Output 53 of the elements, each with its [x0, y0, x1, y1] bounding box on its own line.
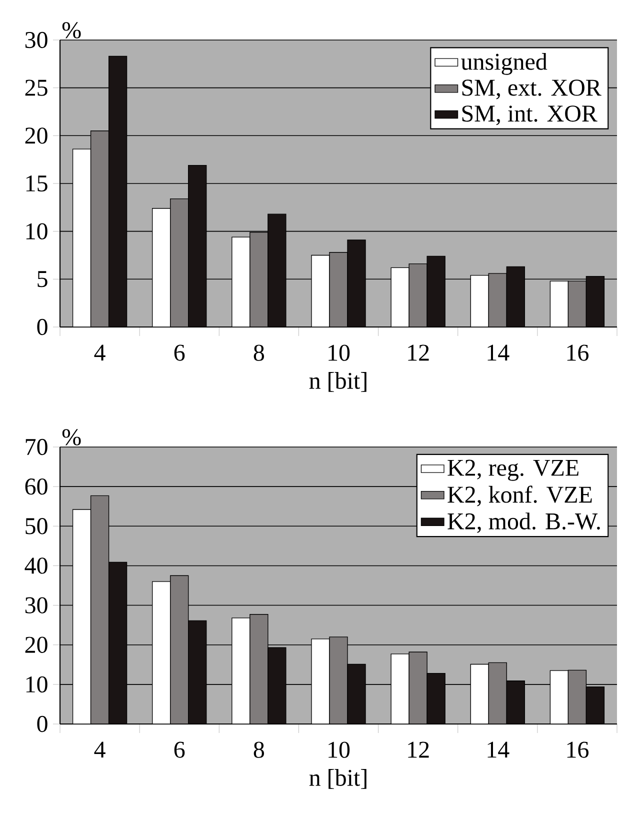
x-tick-label: 16 — [567, 344, 588, 361]
legend-label: SM, int. XOR — [462, 106, 598, 126]
y-tick-label: 10 — [26, 223, 48, 240]
x-tick-label: 6 — [174, 742, 185, 758]
y-tick-label: 20 — [25, 636, 48, 653]
bar — [586, 686, 605, 724]
legend-label: K2, reg. VZE — [448, 460, 578, 481]
bar — [506, 680, 525, 724]
x-tick-label: 12 — [408, 344, 429, 361]
y-tick-label: 0 — [37, 716, 48, 732]
x-tick-label: 14 — [488, 344, 510, 361]
bar — [108, 562, 128, 724]
x-axis-title: n [bit] — [309, 769, 366, 789]
y-axis-title: % — [62, 22, 81, 38]
bar — [426, 256, 446, 327]
y-tick-label: 30 — [25, 597, 48, 614]
y-tick-label: 20 — [25, 128, 48, 144]
legend-label: unsigned — [461, 53, 548, 75]
x-tick-label: 6 — [174, 344, 185, 361]
y-tick-label: 5 — [38, 271, 48, 288]
y-tick-label: 60 — [25, 478, 48, 495]
x-tick-label: 16 — [567, 742, 588, 758]
bar — [188, 164, 207, 327]
x-tick-label: 4 — [94, 742, 106, 758]
bar — [268, 214, 286, 327]
bar — [426, 673, 446, 724]
x-tick-label: 4 — [94, 344, 106, 360]
y-axis-title: % — [62, 429, 81, 446]
x-tick-label: 10 — [328, 344, 350, 361]
x-tick-label: 8 — [254, 344, 264, 361]
y-tick-label: 30 — [25, 32, 48, 48]
bar — [506, 266, 525, 327]
y-tick-label: 40 — [24, 558, 48, 574]
legend-label: SM, ext. XOR — [462, 80, 602, 100]
y-tick-label: 15 — [26, 175, 48, 192]
x-tick-label: 10 — [328, 742, 350, 758]
y-tick-label: 0 — [37, 318, 48, 336]
legend-label: K2, konf. VZE — [448, 486, 592, 506]
bar — [268, 647, 286, 724]
y-tick-label: 50 — [26, 518, 48, 534]
bar — [108, 56, 128, 327]
bar — [586, 276, 605, 327]
y-tick-label: 70 — [26, 438, 48, 456]
y-tick-label: 25 — [25, 80, 48, 96]
bar — [347, 240, 366, 327]
bar — [188, 620, 207, 724]
x-tick-label: 12 — [408, 742, 429, 758]
bar — [347, 664, 366, 724]
x-tick-label: 8 — [254, 742, 264, 758]
legend-label: K2, mod. B.-W. — [448, 512, 600, 533]
x-tick-label: 14 — [488, 742, 510, 758]
y-tick-label: 10 — [26, 676, 48, 693]
x-axis-title: n [bit] — [309, 372, 366, 392]
